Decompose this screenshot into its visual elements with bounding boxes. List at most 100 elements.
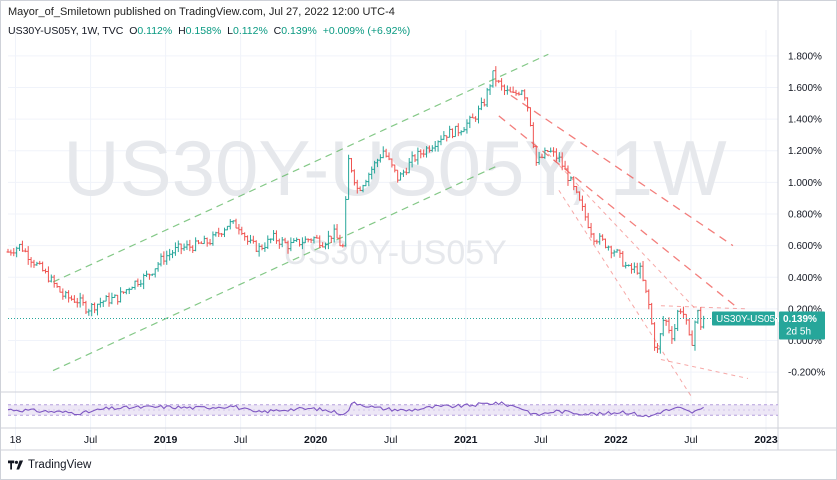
time-tick-label: Jul <box>534 434 547 446</box>
ohlc-bar <box>9 249 13 256</box>
ohlc-bar <box>75 297 79 308</box>
ohlc-bar <box>101 300 105 307</box>
ohlc-bar <box>367 172 371 187</box>
ohlc-bar <box>439 135 443 146</box>
ohlc-bar <box>419 149 423 159</box>
ohlc-bar <box>332 224 336 243</box>
time-tick-label: Jul <box>234 434 247 446</box>
ohlc-bar <box>592 232 596 245</box>
ohlc-bar <box>171 250 175 259</box>
ohlc-bar <box>638 262 642 279</box>
ohlc-bar <box>595 239 599 245</box>
ohlc-bar <box>370 166 374 180</box>
ohlc-bar <box>199 241 203 245</box>
ohlc-bar <box>540 153 544 159</box>
ohlc-bar <box>61 288 65 300</box>
ohlc-bar <box>375 158 379 168</box>
ohlc-bar <box>90 302 94 317</box>
price-tag-symbol: US30Y-US05Y <box>716 314 782 325</box>
ohlc-bar <box>185 240 189 250</box>
ohlc-bar <box>451 128 455 139</box>
legend-high-label: H <box>178 25 186 37</box>
ohlc-bar <box>153 268 157 278</box>
ohlc-bar <box>95 303 99 316</box>
ohlc-bar <box>318 235 322 249</box>
ohlc-bar <box>702 315 706 329</box>
time-axis: 18 Jul 2019 Jul 2020 Jul 2021 Jul 2022 Jul 2023 <box>10 434 778 446</box>
legend-symbol: US30Y-US05Y, 1W, TVC <box>8 25 124 37</box>
publisher-line: Mayor_of_Smiletown published on TradingV… <box>8 6 395 18</box>
ohlc-bar <box>520 89 524 96</box>
ohlc-bar <box>274 230 278 244</box>
ohlc-bar <box>572 176 576 191</box>
ohlc-bar <box>286 240 290 254</box>
ohlc-bar <box>667 317 671 334</box>
price-tick-label: 0.800% <box>788 210 822 221</box>
ohlc-bar <box>191 245 195 253</box>
ohlc-bar <box>566 165 570 186</box>
ohlc-bar <box>531 122 535 149</box>
ohlc-bar <box>580 195 584 211</box>
ohlc-bar <box>453 125 457 138</box>
tradingview-footer[interactable]: TradingView <box>8 459 91 471</box>
ohlc-bar <box>427 145 431 153</box>
ohlc-bar <box>416 147 420 165</box>
time-tick-label: 2021 <box>454 434 478 446</box>
ohlc-bar <box>335 224 339 239</box>
ohlc-bar <box>251 235 255 244</box>
price-tag-value-bg <box>779 311 825 340</box>
ohlc-bar <box>601 234 605 241</box>
grid <box>0 0 837 451</box>
ohlc-bar <box>136 278 140 287</box>
ohlc-bar <box>401 169 405 177</box>
ohlc-bar <box>598 233 602 245</box>
uptrend-channel-line <box>52 53 549 283</box>
price-tick-label: 1.200% <box>788 146 822 157</box>
ohlc-bar <box>300 237 304 250</box>
ohlc-bar <box>237 224 241 235</box>
ohlc-bar <box>133 280 137 290</box>
ohlc-bar <box>526 97 530 112</box>
ohlc-bar <box>534 145 538 166</box>
ohlc-bar <box>641 261 645 282</box>
ohlc-bar <box>523 89 527 101</box>
ohlc-bar <box>228 219 232 230</box>
ohlc-bar <box>78 292 82 308</box>
ohlc-bar <box>32 259 36 268</box>
downtrend-channel-line <box>498 115 740 310</box>
ohlc-bar <box>436 140 440 152</box>
ohlc-bar <box>246 235 250 245</box>
ohlc-bar <box>497 79 501 84</box>
ohlc-bar <box>459 130 463 136</box>
ohlc-bar <box>205 237 209 247</box>
ohlc-bar <box>687 319 691 336</box>
ohlc-bar <box>107 292 111 307</box>
ohlc-bar <box>658 333 662 354</box>
ohlc-bar <box>606 245 610 251</box>
ohlc-bar <box>647 289 651 310</box>
ohlc-bar <box>116 294 120 305</box>
legend-open-value: 0.112% <box>137 25 173 37</box>
legend-change: +0.009% (+6.92%) <box>322 25 411 37</box>
ohlc-bar <box>433 141 437 152</box>
downtrend-guide-line <box>660 359 749 379</box>
rsi-line <box>7 401 704 418</box>
ohlc-bar <box>502 84 506 96</box>
ohlc-bar <box>549 147 553 153</box>
tradingview-logo-icon <box>8 460 24 470</box>
ohlc-bar <box>93 302 97 314</box>
ohlc-bar <box>569 176 573 181</box>
ohlc-bar <box>615 248 619 253</box>
ohlc-bar <box>182 243 186 251</box>
price-tick-label: 0.600% <box>788 241 822 252</box>
legend-close-label: C <box>273 25 282 37</box>
ohlc-bar <box>575 185 579 194</box>
ohlc-bar <box>482 98 486 107</box>
tradingview-brand: TradingView <box>28 459 92 471</box>
ohlc-bar <box>618 249 622 258</box>
ohlc-bar <box>653 322 657 351</box>
price-tag: US30Y-US05Y 0.139% 2d 5h <box>712 311 825 340</box>
symbol-legend[interactable]: US30Y-US05Y, 1W, TVC O0.112% H0.158% L0.… <box>8 25 410 37</box>
price-tick-label: -0.200% <box>788 368 825 379</box>
